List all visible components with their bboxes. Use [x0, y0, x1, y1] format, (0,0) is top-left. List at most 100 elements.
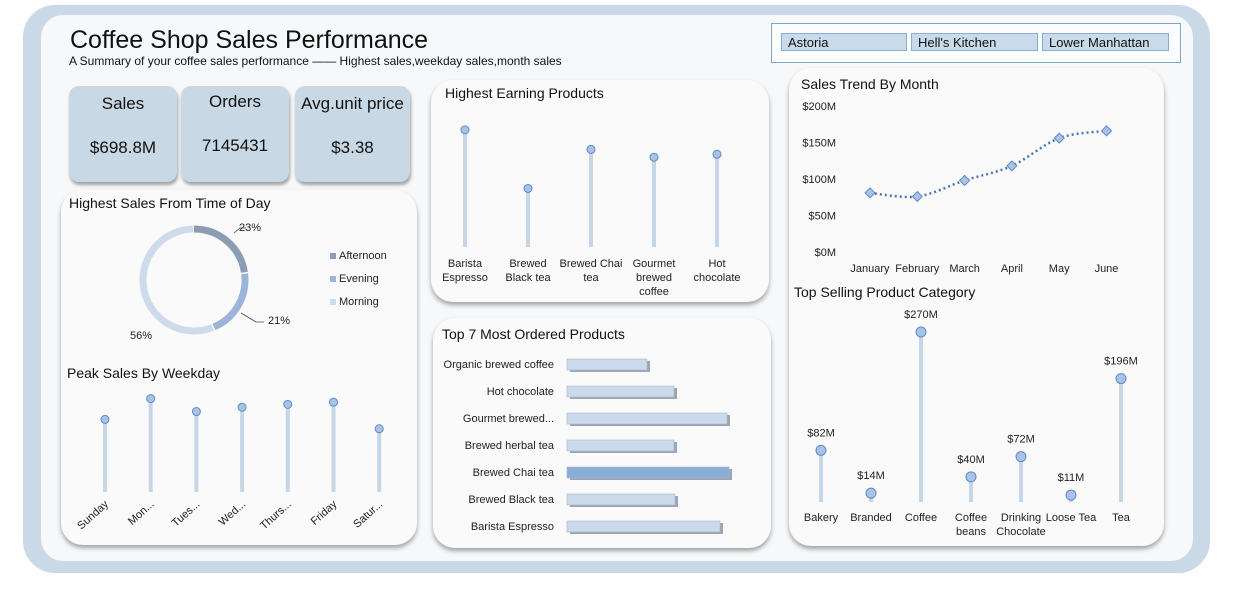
donut-label-morning: 56% [130, 330, 152, 342]
point-drinking-chocolate [1015, 451, 1027, 463]
x-label-january: January [850, 263, 890, 275]
point-thurs [283, 399, 293, 409]
slicer-item-hells-kitchen[interactable]: Hell's Kitchen [911, 33, 1038, 51]
slicer-item-lower-manhattan[interactable]: Lower Manhattan [1042, 33, 1169, 51]
data-label-coffee-beans: $40M [957, 454, 985, 466]
location-slicer: Astoria Hell's Kitchen Lower Manhattan [771, 23, 1181, 63]
data-label-loose-tea: $11M [1058, 472, 1085, 484]
legend-label-morning: Morning [339, 296, 379, 308]
point-sunday [100, 414, 110, 424]
trend-point-january [864, 187, 876, 199]
x-label-coffee: Coffee [905, 512, 937, 524]
bar-brewed-chai-tea [566, 466, 730, 479]
point-friday [329, 397, 338, 407]
x-label-barista-espresso: Barista [448, 258, 483, 270]
slicer-item-astoria[interactable]: Astoria [781, 33, 907, 51]
legend-swatch-afternoon [330, 253, 336, 259]
point-bakery [815, 444, 827, 456]
x-label-february: February [895, 263, 940, 275]
y-label-organic-brewed-coffee: Organic brewed coffee [444, 359, 554, 371]
legend-swatch-evening [330, 276, 336, 282]
y-label-brewed-black-tea: Brewed Black tea [468, 494, 554, 506]
y-tick-100m: $100M [802, 174, 836, 186]
point-loose-tea [1065, 489, 1077, 501]
point-satur [374, 424, 384, 434]
y-label-hot-chocolate: Hot chocolate [487, 386, 554, 398]
x-label-loose-tea: Loose Tea [1046, 512, 1097, 524]
trend-point-may [1053, 132, 1065, 144]
x-label-april: April [1001, 263, 1023, 275]
y-label-barista-espresso: Barista Espresso [471, 521, 554, 533]
point-coffee-beans [965, 471, 977, 483]
x-label-drinking-chocolate: Drinking [1001, 512, 1041, 524]
kpi-orders-card: Orders 7145431 [181, 86, 289, 182]
trend-point-april [1006, 160, 1018, 172]
y-tick-150m: $150M [802, 138, 836, 150]
x-label-may: May [1049, 263, 1070, 275]
y-label-gourmet-brewed: Gourmet brewed... [463, 413, 554, 425]
legend-label-evening: Evening [339, 273, 379, 285]
point-coffee [915, 326, 927, 338]
time-of-day-title: Highest Sales From Time of Day [69, 195, 271, 211]
weekday-title: Peak Sales By Weekday [67, 365, 221, 381]
bar-hot-chocolate [566, 385, 675, 398]
highest-earning-card [431, 80, 769, 302]
x-label-barista-espresso-1: Espresso [442, 272, 488, 284]
kpi-sales-card: Sales $698.8M [69, 86, 177, 182]
x-label-gourmet-brewed-coffee-1: brewed [636, 272, 672, 284]
trend-point-june [1100, 125, 1113, 137]
page-title: Coffee Shop Sales Performance [70, 26, 429, 54]
point-branded [865, 487, 877, 499]
point-wed [237, 402, 247, 412]
data-label-tea: $196M [1104, 356, 1138, 368]
donut-slice-evening [139, 225, 249, 335]
y-label-brewed-herbal-tea: Brewed herbal tea [465, 440, 555, 452]
x-label-gourmet-brewed-coffee-2: coffee [639, 286, 669, 298]
product-category-title: Top Selling Product Category [794, 284, 976, 300]
x-label-gourmet-brewed-coffee: Gourmet [633, 258, 676, 270]
x-label-tea: Tea [1112, 512, 1131, 524]
data-label-coffee: $270M [904, 309, 938, 321]
x-label-june: June [1095, 263, 1119, 275]
x-label-brewed-black-tea-1: Black tea [505, 272, 551, 284]
point-barista-espresso [460, 125, 470, 135]
x-label-march: March [949, 263, 980, 275]
kpi-orders-value: 7145431 [201, 136, 269, 155]
donut-leader-afternoon [233, 227, 246, 234]
data-label-branded: $14M [857, 470, 885, 482]
data-label-bakery: $82M [807, 427, 835, 439]
donut-slice-afternoon [139, 225, 249, 335]
most-ordered-card [433, 318, 771, 548]
legend-label-afternoon: Afternoon [339, 250, 387, 262]
x-label-drinking-chocolate-1: Chocolate [996, 526, 1046, 538]
kpi-avg-price-card: Avg.unit price $3.38 [295, 86, 410, 182]
kpi-avg-price-value: $3.38 [331, 138, 374, 157]
y-label-brewed-chai-tea: Brewed Chai tea [473, 467, 555, 479]
trend-point-march [958, 174, 971, 187]
donut-label-evening: 21% [268, 315, 290, 327]
page-subtitle: A Summary of your coffee sales performan… [69, 54, 562, 68]
legend-swatch-morning [330, 299, 336, 305]
x-label-hot-chocolate: Hot [708, 258, 725, 270]
donut-leader-evening [240, 312, 264, 323]
trend-point-february [911, 190, 923, 203]
kpi-avg-price-label: Avg.unit price [301, 94, 404, 113]
data-label-drinking-chocolate: $72M [1007, 434, 1035, 446]
x-label-bakery: Bakery [804, 512, 839, 524]
y-tick-200m: $200M [802, 101, 836, 113]
monthly-trend-title: Sales Trend By Month [801, 76, 939, 92]
trend-category-card [789, 68, 1164, 546]
kpi-sales-label: Sales [101, 94, 145, 113]
bar-brewed-black-tea [566, 493, 676, 506]
y-tick-0m: $0M [815, 247, 836, 259]
highest-earning-title: Highest Earning Products [445, 85, 604, 101]
point-tues [191, 407, 201, 417]
point-tea [1115, 373, 1127, 385]
y-tick-50m: $50M [808, 211, 836, 223]
